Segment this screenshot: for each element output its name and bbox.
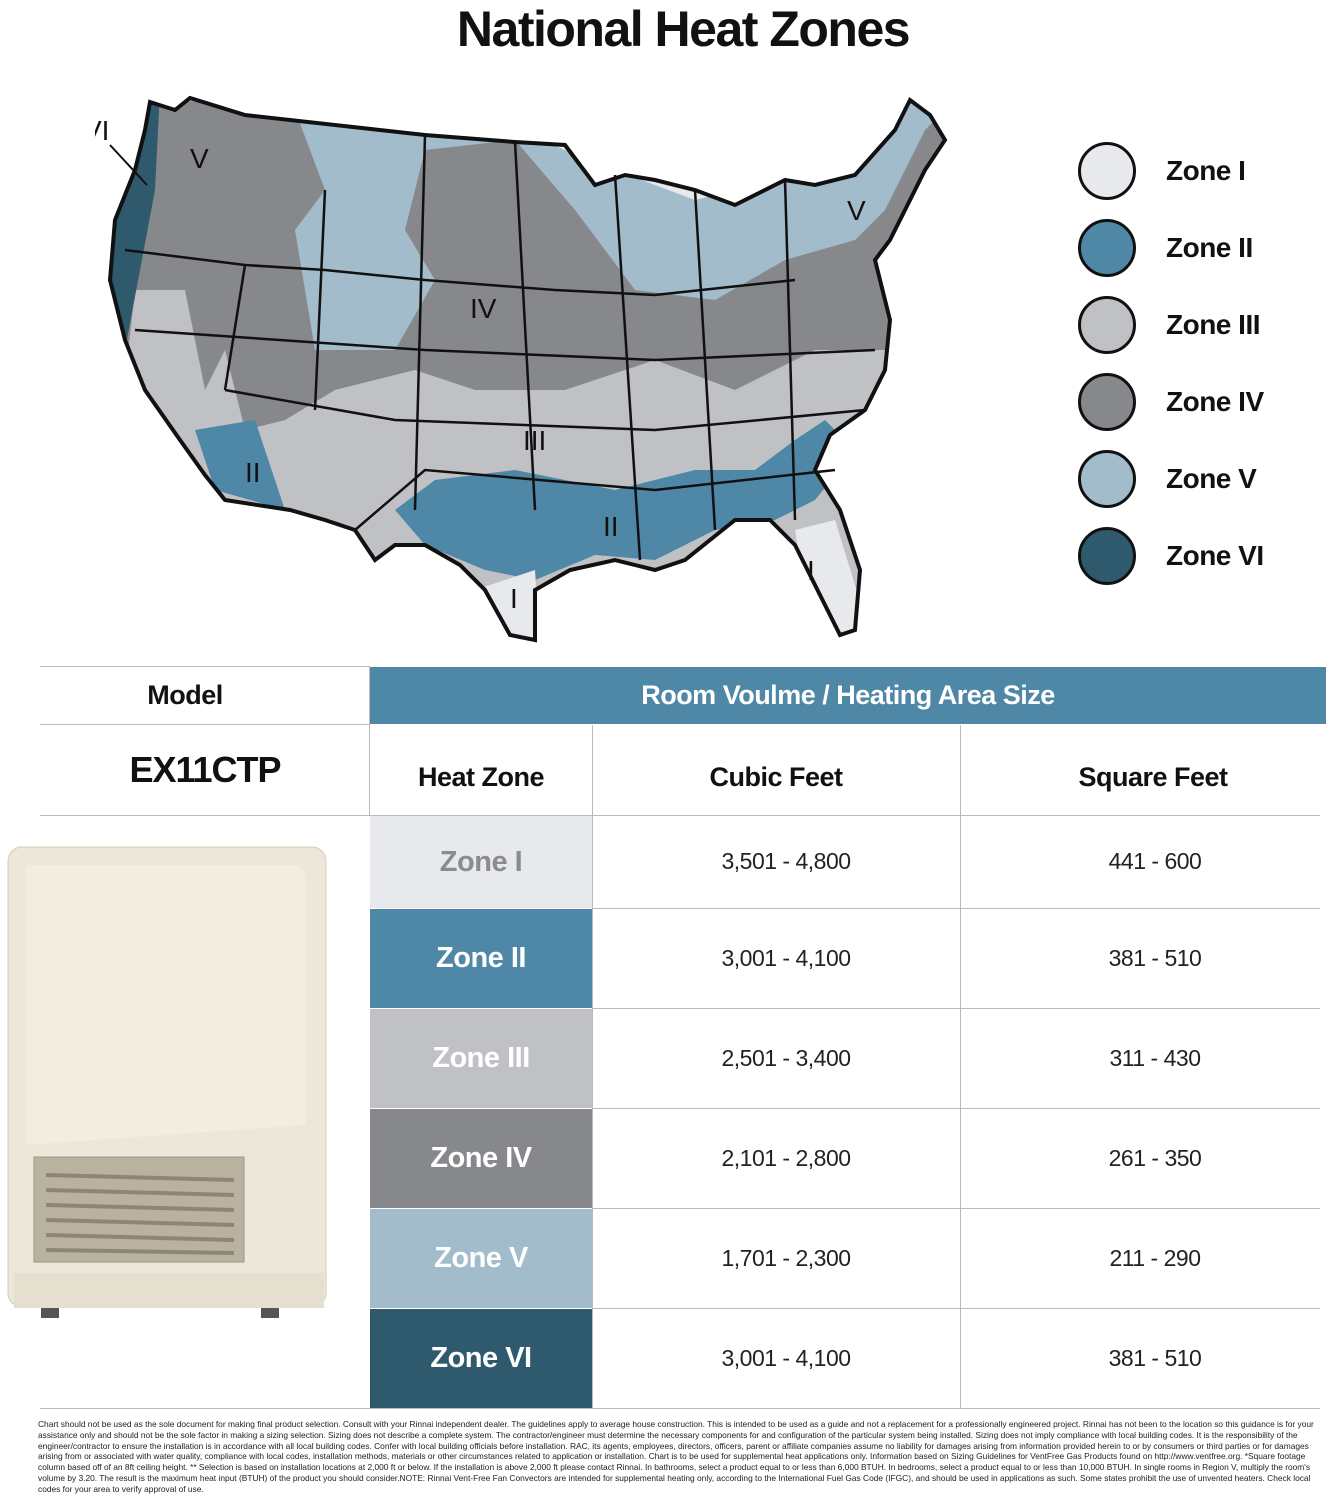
map-label-zone-i-texas: I (510, 583, 518, 614)
model-name: EX11CTP (129, 749, 281, 790)
cubic-feet-header: Cubic Feet (709, 761, 843, 792)
legend-swatch (1078, 295, 1136, 354)
legend-swatch (1078, 526, 1136, 585)
zone-cell: Zone IV (370, 1109, 592, 1208)
state-borders (124, 134, 876, 561)
legend-label: Zone IV (1166, 385, 1264, 417)
zone-cell: Zone VI (370, 1309, 592, 1408)
map-label-zone-v-east: V (847, 195, 866, 226)
cubic-feet-cell: 3,001 - 4,100 (721, 944, 851, 971)
heat-zone-header: Heat Zone (417, 761, 545, 792)
map-label-zone-v-west: V (190, 143, 209, 174)
square-feet-header: Square Feet (1078, 761, 1228, 792)
square-feet-cell: 381 - 510 (1108, 944, 1202, 971)
legend-swatch (1078, 372, 1136, 431)
cubic-feet-cell: 2,501 - 3,400 (721, 1044, 851, 1071)
zone-cell: Zone II (370, 909, 592, 1008)
map-label-zone-ii-south: II (603, 511, 619, 542)
square-feet-cell: 381 - 510 (1108, 1344, 1202, 1371)
legend-item: Zone VI (1078, 517, 1264, 594)
zone-legend: (function(){const d=JSON.parse(document.… (1078, 132, 1264, 594)
legend-label: Zone V (1166, 462, 1257, 494)
legend-item: Zone V (1078, 440, 1264, 517)
map-label-zone-vi: VI (95, 115, 109, 146)
cubic-feet-cell: 1,701 - 2,300 (721, 1244, 851, 1271)
cubic-feet-cell: 3,001 - 4,100 (721, 1344, 851, 1371)
legend-item: Zone II (1078, 209, 1264, 286)
square-feet-cell: 441 - 600 (1108, 848, 1202, 874)
page-title: National Heat Zones (456, 1, 911, 57)
room-volume-header: Room Voulme / Heating Area Size (370, 667, 1326, 724)
legend-item: Zone I (1078, 132, 1264, 209)
square-feet-cell: 311 - 430 (1109, 1044, 1201, 1071)
legend-label: Zone I (1166, 154, 1246, 186)
map-label-zone-ii-west: II (245, 457, 261, 488)
square-feet-cell: 211 - 290 (1109, 1244, 1201, 1271)
disclaimer-footnote: Chart should not be used as the sole doc… (38, 1419, 1314, 1494)
legend-item: Zone III (1078, 286, 1264, 363)
legend-item: Zone IV (1078, 363, 1264, 440)
square-feet-cell: 261 - 350 (1108, 1144, 1202, 1171)
legend-swatch (1078, 218, 1136, 277)
cubic-feet-cell: 3,501 - 4,800 (721, 848, 851, 874)
map-label-zone-i-florida: I (807, 555, 815, 586)
zone-ii-area (195, 420, 855, 580)
legend-swatch (1078, 141, 1136, 200)
legend-swatch (1078, 449, 1136, 508)
map-label-zone-iii: III (523, 425, 546, 456)
legend-label: Zone III (1166, 308, 1261, 340)
heater-product-image (7, 846, 327, 1318)
zone-cell: Zone V (370, 1209, 592, 1308)
zone-cell: Zone I (370, 816, 592, 908)
legend-label: Zone VI (1166, 539, 1264, 571)
cubic-feet-cell: 2,101 - 2,800 (721, 1144, 851, 1171)
legend-label: Zone II (1166, 231, 1253, 263)
model-header: Model (147, 680, 223, 710)
us-heat-zone-map: VI V IV III II II I I V (95, 96, 947, 642)
map-label-zone-iv: IV (470, 293, 497, 324)
zone-cell: Zone III (370, 1009, 592, 1108)
